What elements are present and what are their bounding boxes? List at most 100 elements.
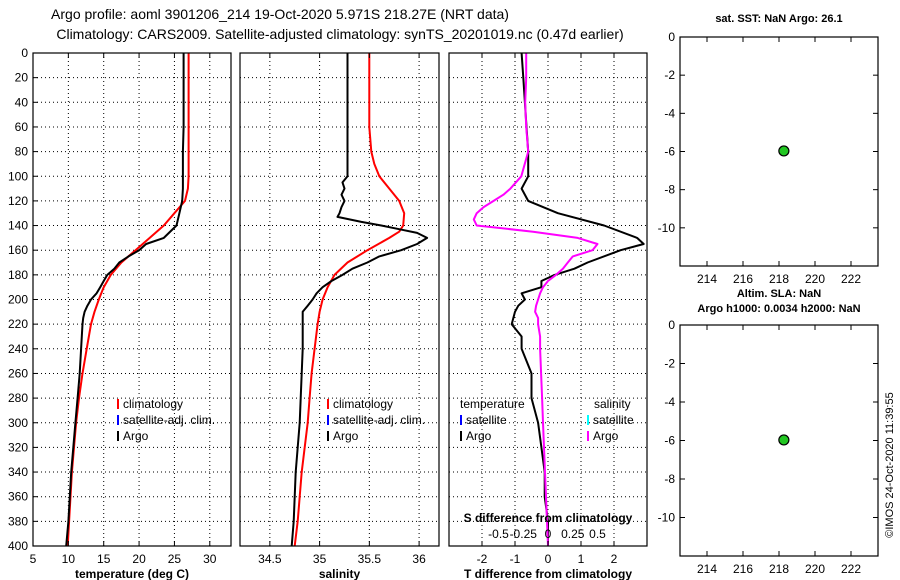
temperature-xlabel: temperature (deg C) xyxy=(75,567,189,580)
sla-title2: Argo h1000: 0.0034 h2000: NaN xyxy=(697,303,860,315)
salinity-xtick-label: 34.5 xyxy=(258,552,282,566)
sla-ytick-label: -6 xyxy=(664,434,675,448)
difference-xtick-label: -2 xyxy=(477,552,488,566)
depth-tick-label: 140 xyxy=(8,219,28,233)
temperature-xtick-label: 30 xyxy=(203,552,217,566)
title-line-2: Climatology: CARS2009. Satellite-adjuste… xyxy=(56,26,623,42)
depth-tick-label: 300 xyxy=(8,416,28,430)
temperature-xtick-label: 15 xyxy=(97,552,111,566)
legend-label: Argo xyxy=(593,429,619,443)
depth-tick-label: 260 xyxy=(8,366,28,380)
difference-panel xyxy=(448,52,648,547)
sst-panel xyxy=(679,36,879,267)
sst-ytick-label: -8 xyxy=(664,183,675,197)
legend-header: temperature xyxy=(460,397,525,411)
salinity-xlabel: salinity xyxy=(319,567,361,580)
sla-ytick-label: -2 xyxy=(664,357,675,371)
sla-xtick-label: 222 xyxy=(841,562,861,576)
legend-label: satellite xyxy=(466,413,507,427)
legend-label: Argo xyxy=(466,429,492,443)
sst-argo-point xyxy=(778,145,790,157)
sst-title: sat. SST: NaN Argo: 26.1 xyxy=(715,13,842,25)
temperature-xtick-label: 20 xyxy=(132,552,146,566)
difference-s-tick-label: 0.25 xyxy=(561,527,585,541)
sla-xtick-label: 218 xyxy=(769,562,789,576)
sst-ytick-label: 0 xyxy=(668,30,675,44)
difference-xtick-label: -1 xyxy=(510,552,521,566)
sst-ytick-label: -2 xyxy=(664,68,675,82)
salinity-xtick-label: 35 xyxy=(313,552,327,566)
sla-xtick-label: 220 xyxy=(805,562,825,576)
temperature-panel xyxy=(32,52,232,547)
difference-xlabel2: S difference from climatology xyxy=(464,511,633,525)
sla-ytick-label: -10 xyxy=(658,511,676,525)
salinity-xtick-label: 35.5 xyxy=(358,552,382,566)
difference-xtick-label: 0 xyxy=(545,552,552,566)
depth-tick-label: 40 xyxy=(15,95,29,109)
depth-tick-label: 400 xyxy=(8,539,28,553)
legend-header: salinity xyxy=(594,397,631,411)
depth-tick-label: 160 xyxy=(8,243,28,257)
title-line-1: Argo profile: aoml 3901206_214 19-Oct-20… xyxy=(51,6,509,22)
difference-xtick-label: 1 xyxy=(578,552,585,566)
legend-label: satellite-adj. clim. xyxy=(123,413,215,427)
depth-tick-label: 20 xyxy=(15,71,29,85)
depth-tick-label: 200 xyxy=(8,293,28,307)
difference-series-line xyxy=(472,53,599,547)
depth-tick-label: 280 xyxy=(8,391,28,405)
depth-tick-label: 340 xyxy=(8,465,28,479)
depth-tick-label: 360 xyxy=(8,490,28,504)
difference-xlabel: T difference from climatology xyxy=(464,567,632,580)
temperature-xtick-label: 25 xyxy=(168,552,182,566)
depth-tick-label: 320 xyxy=(8,440,28,454)
sst-xtick-label: 218 xyxy=(769,272,789,286)
salinity-series-line xyxy=(290,53,429,547)
imos-credit: ©IMOS 24-Oct-2020 11:39:55 xyxy=(884,392,896,537)
depth-tick-label: 240 xyxy=(8,342,28,356)
sla-ytick-label: -4 xyxy=(664,395,675,409)
legend-label: climatology xyxy=(333,397,393,411)
depth-tick-label: 220 xyxy=(8,317,28,331)
sst-ytick-label: -4 xyxy=(664,106,675,120)
sla-ytick-label: -8 xyxy=(664,472,675,486)
sla-panel xyxy=(679,324,879,557)
salinity-series-line xyxy=(293,53,406,547)
depth-tick-label: 60 xyxy=(15,120,29,134)
difference-xtick-label: 2 xyxy=(611,552,618,566)
legend-label: Argo xyxy=(333,429,359,443)
temperature-xtick-label: 10 xyxy=(62,552,76,566)
sst-ytick-label: -6 xyxy=(664,145,675,159)
depth-tick-label: 0 xyxy=(21,46,28,60)
sst-ytick-label: -10 xyxy=(658,221,676,235)
legend-label: Argo xyxy=(123,429,149,443)
legend-label: climatology xyxy=(123,397,183,411)
sla-xtick-label: 214 xyxy=(697,562,717,576)
difference-series-line xyxy=(510,52,645,546)
depth-tick-label: 180 xyxy=(8,268,28,282)
difference-s-tick-label: -0.25 xyxy=(510,527,538,541)
temperature-series-line xyxy=(65,53,185,547)
sst-xtick-label: 222 xyxy=(841,272,861,286)
sst-xtick-label: 220 xyxy=(805,272,825,286)
sla-ytick-label: 0 xyxy=(668,318,675,332)
difference-s-tick-label: -0.5 xyxy=(488,527,509,541)
depth-tick-label: 380 xyxy=(8,514,28,528)
sst-xtick-label: 216 xyxy=(733,272,753,286)
sst-xtick-label: 214 xyxy=(697,272,717,286)
difference-s-tick-label: 0.5 xyxy=(589,527,606,541)
legend-label: satellite xyxy=(593,413,634,427)
sla-title: Altim. SLA: NaN xyxy=(737,288,821,300)
salinity-panel xyxy=(239,52,440,547)
depth-tick-label: 100 xyxy=(8,169,28,183)
sla-argo-point xyxy=(778,434,790,446)
salinity-frame xyxy=(239,52,440,547)
legend-label: satellite-adj. clim. xyxy=(333,413,425,427)
depth-tick-label: 120 xyxy=(8,194,28,208)
depth-tick-label: 80 xyxy=(15,145,29,159)
temperature-xtick-label: 5 xyxy=(30,552,37,566)
salinity-xtick-label: 36 xyxy=(412,552,426,566)
difference-s-tick-label: 0 xyxy=(545,527,552,541)
sla-xtick-label: 216 xyxy=(733,562,753,576)
